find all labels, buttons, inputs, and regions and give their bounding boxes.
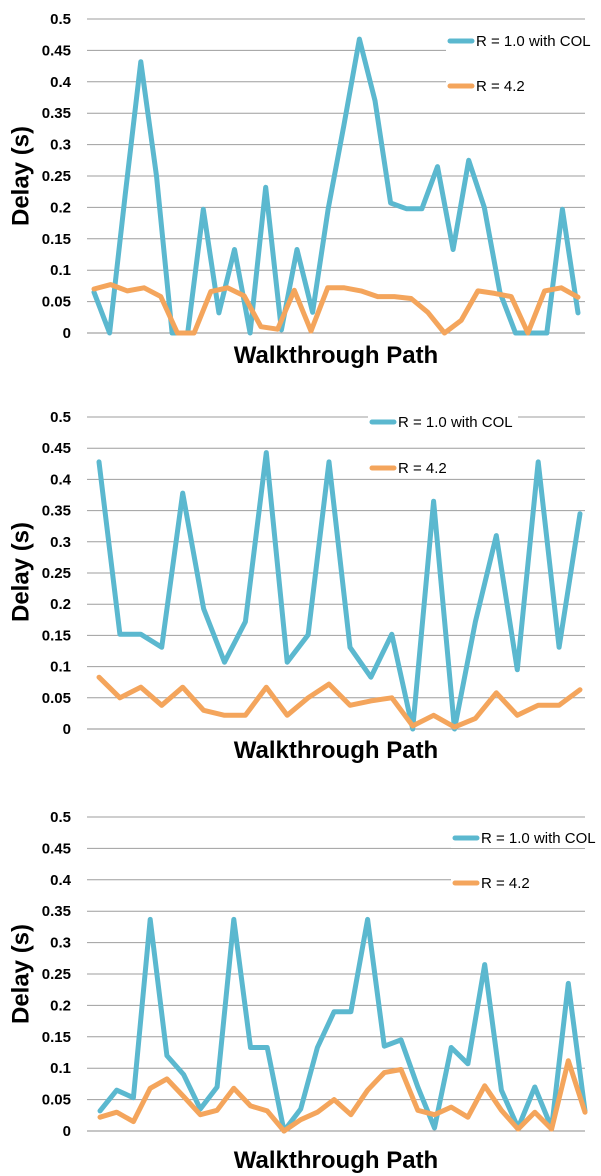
y-tick-label: 0.2 — [50, 199, 71, 216]
y-axis-title: Delay (s) — [7, 126, 34, 226]
chart-svg: 0 0.05 0.1 0.15 0.2 0.25 0.3 0.35 0.4 0.45 0.5 R = … — [7, 409, 585, 764]
y-tick-label: 0.25 — [42, 966, 71, 983]
y-tick-label: 0.35 — [42, 903, 71, 920]
y-tick-label: 0.5 — [50, 11, 71, 28]
y-tick-label: 0.3 — [50, 935, 71, 952]
legend-item-2: R = 4.2 — [368, 456, 518, 478]
y-tick-label: 0.15 — [42, 627, 71, 644]
legend-item-2: R = 4.2 — [451, 871, 601, 893]
y-tick-label: 0.15 — [42, 231, 71, 248]
y-tick-label: 0.25 — [42, 565, 71, 582]
chart-svg: 0 0.05 0.1 0.15 0.2 0.25 0.3 0.35 0.4 0.45 0.5 R = … — [7, 809, 601, 1174]
chart-1: 0 0.05 0.1 0.15 0.2 0.25 0.3 0.35 0.4 0.45 0.5 R = … — [0, 0, 601, 392]
x-axis-title: Walkthrough Path — [234, 342, 438, 369]
y-tick-label: 0.15 — [42, 1029, 71, 1046]
legend-bg — [451, 871, 601, 893]
legend-label: R = 1.0 with COL — [481, 830, 596, 847]
legend-label: R = 4.2 — [476, 78, 525, 95]
legend-bg — [451, 826, 601, 848]
legend-bg — [446, 74, 596, 96]
y-tick-label: 0 — [63, 325, 71, 342]
y-tick-label: 0.4 — [50, 872, 72, 889]
y-tick-label: 0.45 — [42, 440, 71, 457]
y-tick-label: 0.3 — [50, 137, 71, 154]
y-tick-label: 0.45 — [42, 42, 71, 59]
gridlines — [87, 816, 585, 1132]
chart-svg: 0 0.05 0.1 0.15 0.2 0.25 0.3 0.35 0.4 0.45 0.5 R = … — [7, 11, 596, 369]
y-axis-title: Delay (s) — [7, 522, 34, 622]
y-tick-label: 0.4 — [50, 471, 72, 488]
series-line-1 — [96, 450, 583, 732]
y-tick-label: 0.5 — [50, 809, 71, 826]
y-tick-label: 0.1 — [50, 1060, 71, 1077]
y-tick-label: 0.2 — [50, 596, 71, 613]
y-tick-label: 0.25 — [42, 168, 71, 185]
y-tick-label: 0.3 — [50, 534, 71, 551]
legend-label: R = 4.2 — [398, 460, 447, 477]
y-tick-label: 0.05 — [42, 690, 71, 707]
chart-2: 0 0.05 0.1 0.15 0.2 0.25 0.3 0.35 0.4 0.45 0.5 R = … — [0, 392, 601, 784]
legend-item-1: R = 1.0 with COL — [451, 826, 601, 848]
x-axis-title: Walkthrough Path — [234, 1147, 438, 1174]
chart-3: 0 0.05 0.1 0.15 0.2 0.25 0.3 0.35 0.4 0.45 0.5 R = … — [0, 784, 601, 1176]
y-tick-label: 0 — [63, 1123, 71, 1140]
y-tick-label: 0.2 — [50, 997, 71, 1014]
legend-item-1: R = 1.0 with COL — [368, 410, 518, 432]
y-tick-label: 0.35 — [42, 503, 71, 520]
legend-item-2: R = 4.2 — [446, 74, 596, 96]
legend-bg — [446, 29, 596, 51]
legend-bg — [368, 456, 518, 478]
y-tick-label: 0.35 — [42, 105, 71, 122]
y-tick-label: 0 — [63, 721, 71, 738]
y-tick-label: 0.45 — [42, 840, 71, 857]
legend-bg — [368, 410, 518, 432]
y-axis-title: Delay (s) — [7, 924, 34, 1024]
series-line-2 — [97, 1058, 588, 1134]
series-line-1 — [97, 916, 588, 1134]
series-line-2 — [91, 282, 581, 336]
y-tick-label: 0.05 — [42, 294, 71, 311]
series-line-2 — [96, 674, 583, 730]
y-tick-label: 0.1 — [50, 262, 71, 279]
y-tick-label: 0.4 — [50, 74, 72, 91]
y-tick-label: 0.05 — [42, 1092, 71, 1109]
legend-label: R = 1.0 with COL — [398, 414, 513, 431]
legend-item-1: R = 1.0 with COL — [446, 29, 596, 51]
legend-label: R = 4.2 — [481, 875, 530, 892]
legend-label: R = 1.0 with COL — [476, 33, 591, 50]
y-tick-label: 0.1 — [50, 659, 71, 676]
x-axis-title: Walkthrough Path — [234, 737, 438, 764]
y-tick-label: 0.5 — [50, 409, 71, 426]
